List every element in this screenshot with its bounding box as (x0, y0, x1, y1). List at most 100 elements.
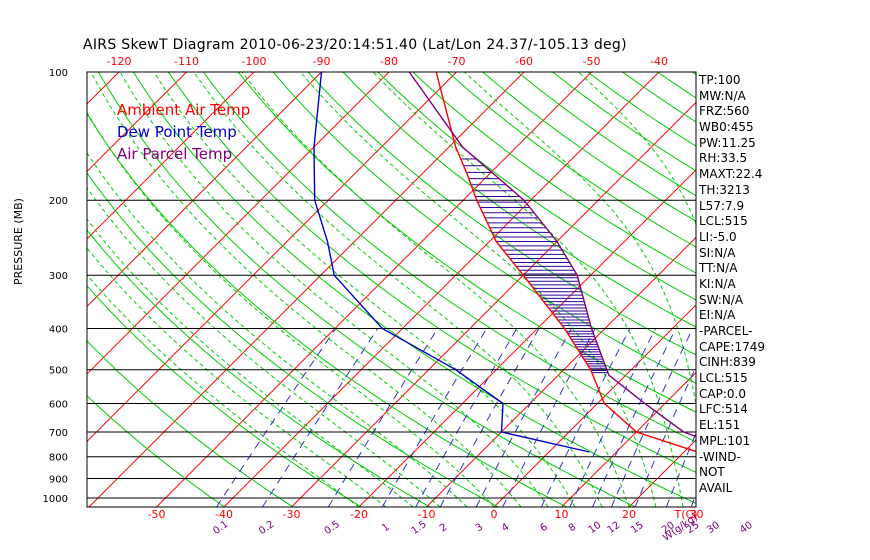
stat-row: CAPE:1749 (699, 339, 765, 354)
isotherm-line (358, 169, 696, 507)
mixing-ratio-label: 12 (606, 520, 623, 536)
dry-adiabat-line (132, 72, 696, 504)
isotherm-line (87, 72, 187, 173)
stat-row: RH:33.5 (699, 151, 748, 166)
moist-adiabat-line (372, 72, 684, 507)
stat-row: LCL:515 (699, 214, 748, 229)
chart-title: AIRS SkewT Diagram 2010-06-23/20:14:51.4… (83, 37, 627, 53)
top-temp-tick-label: -60 (515, 55, 533, 68)
dry-adiabat-line (272, 72, 696, 384)
top-temp-tick-label: -120 (106, 55, 131, 68)
legend-air-parcel-temp: Air Parcel Temp (117, 145, 233, 163)
stat-row: LI:-5.0 (699, 229, 737, 244)
pressure-tick-label: 300 (49, 271, 68, 282)
moist-adiabat-line (87, 218, 414, 507)
mixing-ratio-line (665, 431, 696, 507)
stat-row: -PARCEL- (699, 324, 753, 338)
dry-adiabat-line (412, 72, 696, 274)
isotherm-line (87, 72, 390, 375)
stat-row: SW:N/A (699, 292, 744, 307)
y-axis-label: PRESSURE (MB) (12, 198, 25, 285)
moist-adiabat-line (87, 151, 468, 507)
isotherm-line (87, 72, 120, 105)
dry-adiabat-line (202, 72, 696, 443)
moist-adiabat-line (87, 111, 495, 507)
moist-adiabat-line (119, 72, 549, 507)
stat-row: AVAIL (699, 480, 733, 495)
top-temp-tick-label: -50 (582, 55, 600, 68)
pressure-tick-label: 700 (49, 428, 68, 439)
pressure-tick-label: 800 (49, 453, 68, 464)
isotherm-line (87, 72, 255, 240)
stat-row: LFC:514 (699, 402, 748, 417)
stat-row: EL:151 (699, 418, 741, 433)
dry-adiabat-line (97, 72, 636, 507)
pressure-tick-label: 500 (49, 366, 68, 377)
stat-row: FRZ:560 (699, 104, 750, 119)
top-temp-tick-label: -110 (174, 55, 199, 68)
pressure-tick-label: 100 (49, 68, 68, 79)
dry-adiabat-line (167, 72, 696, 473)
moist-adiabat-line (87, 187, 441, 507)
mixing-ratio-line (611, 328, 694, 507)
bottom-temp-tick-label: 20 (622, 508, 636, 521)
stat-row: CINH:839 (699, 355, 756, 370)
bottom-temp-tick-label: -30 (282, 508, 300, 521)
bottom-temp-tick-label: -20 (350, 508, 368, 521)
stat-row: TP:100 (699, 73, 741, 87)
stat-row: TH:3213 (699, 182, 750, 197)
pressure-tick-label: 900 (49, 474, 68, 485)
pressure-tick-label: 200 (49, 196, 68, 207)
mixing-ratio-label: 0.5 (323, 519, 342, 537)
stat-row: LCL:515 (699, 371, 748, 386)
bottom-temp-tick-label: 10 (554, 508, 568, 521)
isotherm-line (493, 304, 696, 507)
isotherm-line (426, 236, 696, 507)
stat-row: KI:N/A (699, 276, 736, 291)
stat-row: TT:N/A (699, 261, 738, 276)
dry-adiabat-line (87, 395, 225, 507)
dry-adiabat-line (87, 229, 431, 507)
mixing-ratio-label: 1.5 (410, 519, 429, 537)
stat-row: L57:7.9 (699, 198, 745, 213)
bottom-temp-tick-label: -50 (147, 508, 165, 521)
stat-row: MAXT:22.4 (699, 167, 763, 182)
mixing-ratio-line (592, 328, 677, 507)
stat-row: MPL:101 (699, 433, 751, 448)
top-temp-tick-label: -100 (241, 55, 266, 68)
mixing-ratio-label: 3 (474, 522, 486, 535)
top-temp-tick-label: -40 (650, 55, 668, 68)
mixing-ratio-line (475, 328, 572, 507)
dry-adiabat-line (307, 72, 696, 356)
isotherm-line (223, 72, 660, 507)
top-temp-tick-label: -90 (312, 55, 330, 68)
mixing-ratio-line (216, 328, 337, 507)
isotherm-line (87, 72, 322, 308)
stat-row: MW:N/A (699, 88, 746, 103)
mixing-ratio-line (569, 328, 656, 507)
stat-row: -WIND- (699, 449, 741, 464)
legend-dew-point-temp: Dew Point Temp (117, 123, 237, 141)
mixing-ratio-label: 1 (380, 522, 392, 535)
dry-adiabat-line (87, 112, 568, 507)
moist-adiabat-line (90, 72, 522, 507)
bottom-temp-tick-label: -10 (417, 508, 435, 521)
stat-row: NOT (699, 465, 725, 480)
stat-row: WB0:455 (699, 120, 754, 135)
dry-adiabat-line (87, 285, 362, 507)
mixing-ratio-label: 15 (629, 520, 646, 536)
mixing-ratio-line (540, 328, 631, 507)
stat-row: CAP:0.0 (699, 386, 746, 401)
moist-adiabat-line (153, 72, 576, 507)
mixing-ratio-label: 6 (538, 522, 550, 535)
isotherm-line (87, 72, 457, 443)
mixing-ratio-label: 2 (438, 522, 450, 535)
isotherm-line (88, 72, 525, 507)
pressure-tick-label: 400 (49, 324, 68, 335)
mixing-ratio-label: 40 (738, 520, 755, 536)
dry-adiabat-line (237, 72, 696, 413)
isotherm-line (561, 371, 696, 507)
mixing-ratio-line (634, 365, 696, 507)
